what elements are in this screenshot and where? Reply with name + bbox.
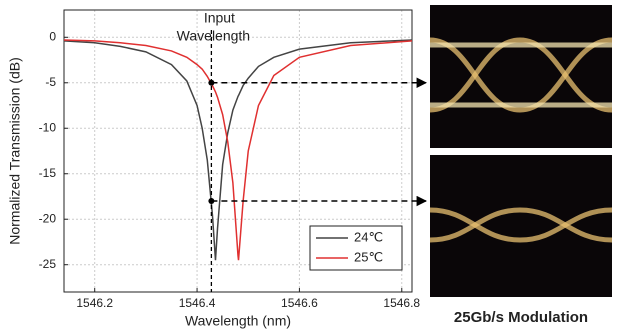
- x-tick-label: 1546.2: [76, 296, 113, 310]
- plot: 0 -5 -10 -15 -20 -25 1546.2 1546.4 1546.6 1546.8 W…: [7, 9, 428, 329]
- y-tick-label: 0: [49, 29, 56, 43]
- y-tick-label: -5: [45, 75, 56, 89]
- y-axis-label: Normalized Transmission (dB): [7, 57, 23, 245]
- caption: 25Gb/s Modulation: [454, 309, 588, 326]
- series-line: [63, 39, 413, 261]
- legend-label: 24℃: [354, 229, 383, 244]
- y-tick-label: -25: [39, 257, 57, 271]
- legend-label: 25℃: [354, 249, 383, 264]
- eye-diagram-bottom: [429, 155, 613, 297]
- plot-frame: [63, 9, 413, 293]
- eye-diagram-top: [429, 5, 613, 148]
- x-axis-label: Wavelength (nm): [185, 313, 291, 329]
- annotation: Wavelength: [177, 28, 250, 44]
- y-tick-label: -15: [39, 166, 57, 180]
- x-tick-label: 1546.6: [281, 296, 318, 310]
- legend-box: [309, 225, 403, 271]
- annotation: Input: [204, 10, 235, 26]
- series-line: [63, 39, 413, 261]
- x-tick-label: 1546.4: [179, 296, 216, 310]
- x-tick-label: 1546.8: [383, 296, 420, 310]
- y-tick-label: -20: [39, 211, 57, 225]
- y-tick-label: -10: [39, 120, 57, 134]
